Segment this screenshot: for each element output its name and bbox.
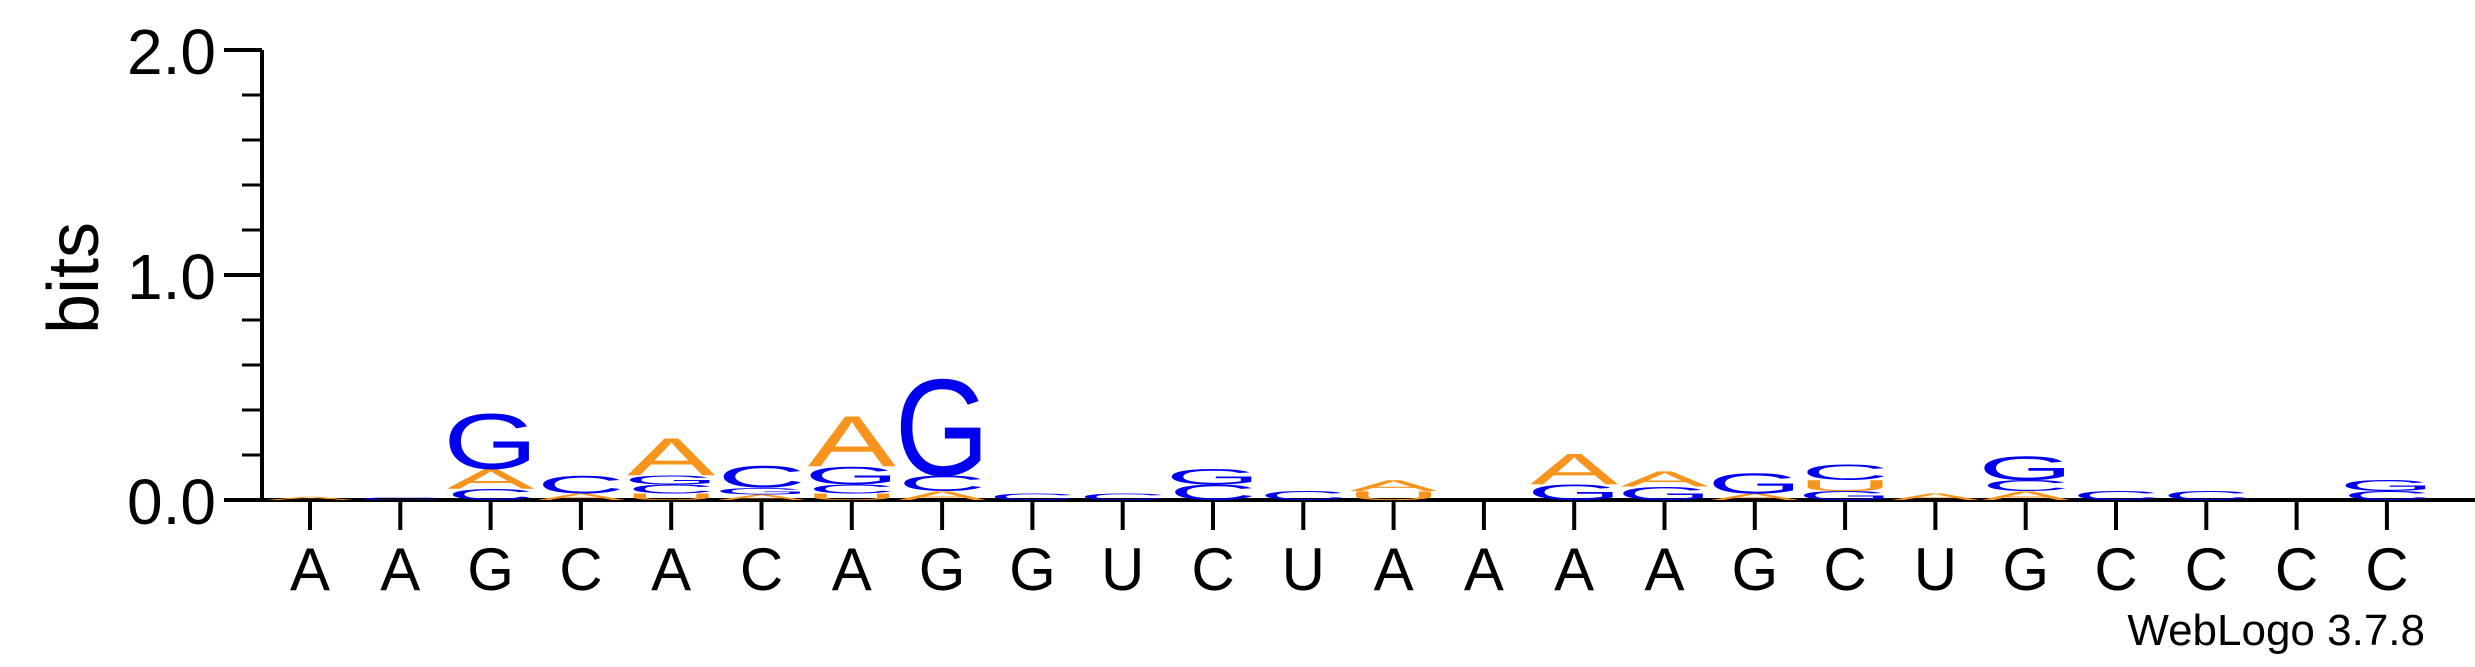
logo-letter-U: U — [1797, 477, 1892, 495]
logo-letter-C: C — [1079, 492, 1167, 502]
logo-letter-A: A — [537, 491, 626, 502]
logo-letter-A: A — [627, 427, 715, 486]
x-tick-label: C — [2275, 536, 2318, 603]
logo-letter-A: A — [1982, 489, 2071, 503]
logo-letter-U: U — [624, 491, 719, 502]
x-tick-label: G — [2002, 536, 2049, 603]
x-tick-label: C — [740, 536, 783, 603]
x-tick-label: C — [1191, 536, 1234, 603]
logo-letter-A: A — [1891, 491, 1980, 502]
x-tick-label: A — [380, 536, 420, 603]
logo-letter-G: G — [1707, 468, 1802, 500]
logo-letter-C: C — [627, 482, 715, 496]
y-ticks: 0.0 1.0 2.0 — [127, 16, 262, 538]
logo-letter-G: G — [2340, 477, 2435, 495]
x-tick-label: U — [1101, 536, 1144, 603]
logo-letter-C: C — [537, 470, 625, 498]
logo-letter-U: U — [1346, 489, 1441, 503]
x-tick-label: C — [2094, 536, 2137, 603]
logo-letter-G: G — [443, 397, 538, 485]
logo-letter-A: A — [898, 489, 987, 503]
y-tick-label: 0.0 — [127, 466, 216, 538]
logo-letter-C: C — [2072, 489, 2160, 503]
logo-letter-C: C — [356, 497, 444, 500]
logo-letter-U: U — [804, 491, 899, 502]
x-tick-label: G — [467, 536, 514, 603]
logo-letter-A: A — [808, 401, 896, 482]
logo-letter-A: A — [1711, 491, 1800, 502]
y-tick-label: 2.0 — [127, 16, 216, 88]
x-tick-label: A — [651, 536, 691, 603]
y-axis-label: bits — [34, 222, 114, 334]
x-tick-label: C — [1823, 536, 1866, 603]
logo-letter-A: A — [718, 493, 807, 502]
logo-letter-A: A — [447, 464, 535, 495]
logo-letter-A: A — [1350, 477, 1438, 495]
x-tick-label: A — [1554, 536, 1594, 603]
logo-letter-C: C — [1259, 489, 1347, 503]
logo-letter-A: A — [1530, 444, 1619, 493]
logo-letter-A: A — [266, 496, 355, 501]
x-tick-label: U — [1914, 536, 1957, 603]
logo-letter-C: C — [1982, 477, 2070, 495]
logo-letter-C: C — [2343, 489, 2431, 503]
x-tick-label: A — [1644, 536, 1684, 603]
logo-letter-C: C — [1801, 460, 1889, 485]
logo-letter-G: G — [1978, 448, 2073, 487]
logo-letter-A: A — [1621, 467, 1709, 492]
logo-letter-C: C — [808, 482, 896, 496]
logo-letter-G: G — [895, 350, 990, 505]
x-tick-label: G — [1731, 536, 1778, 603]
x-tick-label: G — [919, 536, 966, 603]
logo-letter-C: C — [447, 486, 535, 504]
logo-letter-C: C — [717, 459, 805, 494]
y-tick-label: 1.0 — [127, 241, 216, 313]
logo-letter-G: G — [714, 486, 809, 496]
logo-letter-C: C — [898, 471, 986, 496]
x-tick-label: U — [1282, 536, 1325, 603]
x-tick-label: G — [1009, 536, 1056, 603]
logo-letter-G: G — [1798, 489, 1893, 503]
logo-letter-G: G — [1166, 464, 1261, 489]
logo-letter-G: G — [1617, 483, 1712, 504]
x-tick-label: A — [1374, 536, 1414, 603]
weblogo-credit: WebLogo 3.7.8 — [2127, 606, 2425, 655]
logo-letter-C: C — [988, 492, 1076, 502]
logo-letter-G: G — [624, 473, 719, 487]
x-tick-label: C — [559, 536, 602, 603]
x-tick-label: A — [290, 536, 330, 603]
logo-letter-G: G — [804, 461, 899, 489]
x-tick-label: A — [832, 536, 872, 603]
x-tick-label: C — [2365, 536, 2408, 603]
x-tick-label: A — [1464, 536, 1504, 603]
logo-letter-C: C — [2162, 489, 2250, 503]
x-tick-label: C — [2185, 536, 2228, 603]
